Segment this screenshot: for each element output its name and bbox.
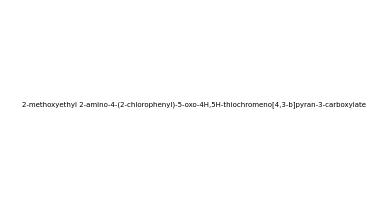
Text: 2-methoxyethyl 2-amino-4-(2-chlorophenyl)-5-oxo-4H,5H-thiochromeno[4,3-b]pyran-3: 2-methoxyethyl 2-amino-4-(2-chlorophenyl… bbox=[22, 102, 366, 108]
